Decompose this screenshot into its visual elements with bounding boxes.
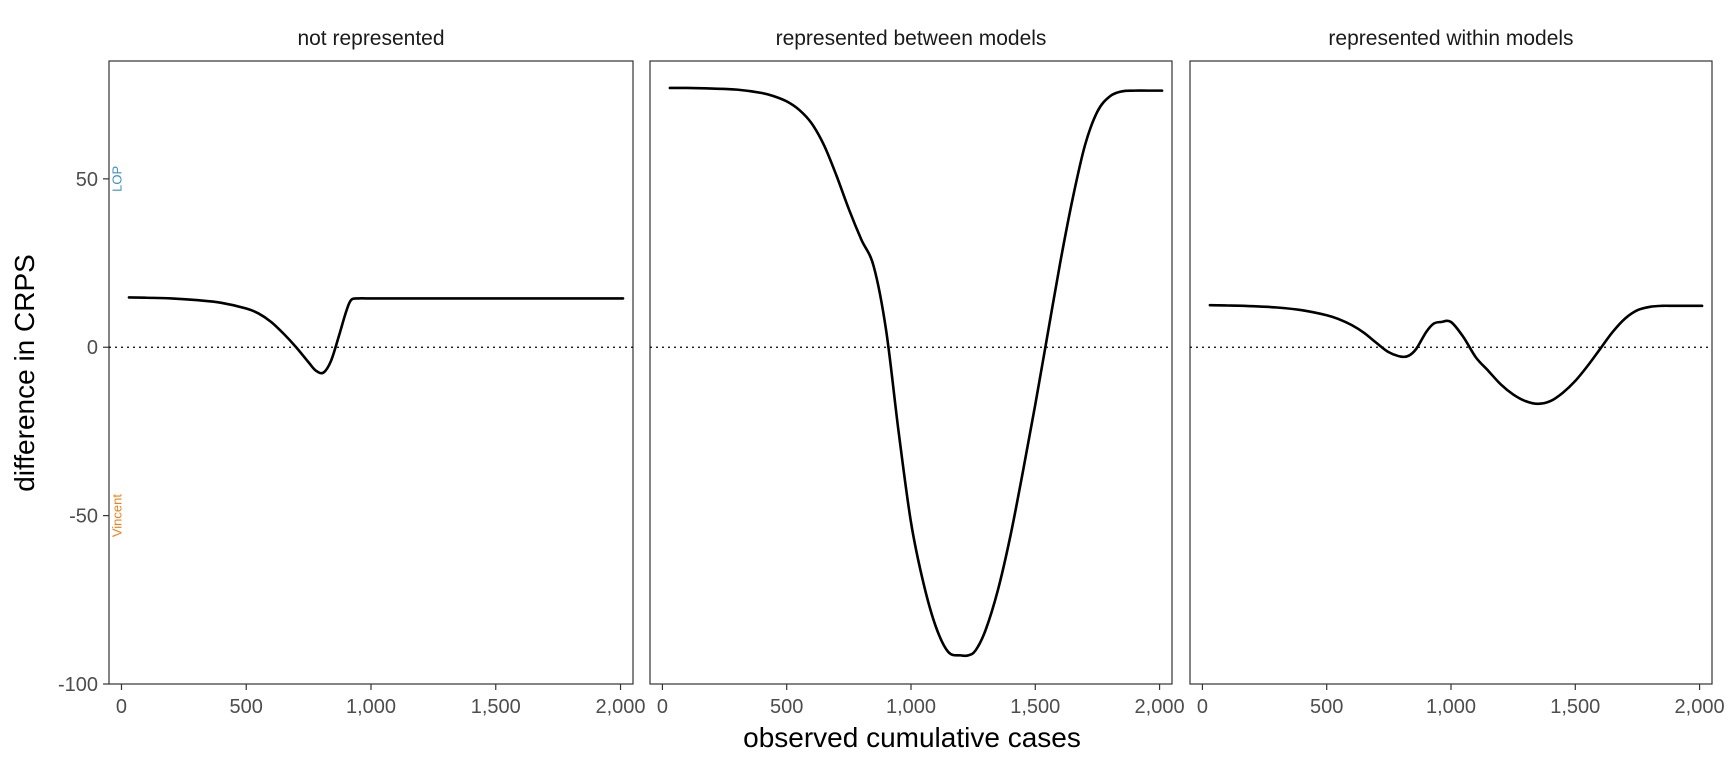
x-tick-label: 1,000 bbox=[1426, 696, 1476, 718]
y-tick-label: 0 bbox=[87, 337, 98, 359]
facet-title: represented within models bbox=[1328, 27, 1573, 50]
facet-title: represented between models bbox=[776, 27, 1047, 50]
x-tick-label: 500 bbox=[770, 696, 803, 718]
y-tick-label: -50 bbox=[69, 506, 98, 528]
x-tick-label: 0 bbox=[116, 696, 127, 718]
x-tick-label: 1,000 bbox=[346, 696, 396, 718]
y-tick-label: 50 bbox=[76, 169, 98, 191]
annotation-vincent: Vincent bbox=[109, 494, 124, 538]
panel-3: represented within models 0 500 1,000 1,500 2… bbox=[1189, 27, 1725, 718]
x-tick-label: 2,000 bbox=[1675, 696, 1725, 718]
x-tick-label: 500 bbox=[230, 696, 263, 718]
x-tick-label: 1,500 bbox=[1550, 696, 1600, 718]
x-tick-label: 1,500 bbox=[1010, 696, 1060, 718]
x-tick-label: 0 bbox=[1197, 696, 1208, 718]
x-tick-label: 0 bbox=[657, 696, 668, 718]
panel-frame bbox=[1189, 60, 1713, 685]
series-line bbox=[127, 296, 625, 375]
x-tick-label: 1,500 bbox=[471, 696, 521, 718]
series-line bbox=[1208, 303, 1704, 406]
x-tick-label: 500 bbox=[1310, 696, 1343, 718]
x-axis-title: observed cumulative cases bbox=[743, 722, 1081, 753]
series-line bbox=[668, 86, 1164, 658]
annotation-lop: LOP bbox=[109, 166, 124, 192]
panel-frame bbox=[108, 60, 634, 685]
facet-title: not represented bbox=[297, 27, 444, 50]
y-axis-title: difference in CRPS bbox=[9, 254, 40, 492]
x-tick-label: 2,000 bbox=[1135, 696, 1185, 718]
x-tick-label: 2,000 bbox=[595, 696, 645, 718]
panel-frame bbox=[649, 60, 1173, 685]
panel-2: represented between models 0 500 1,000 1,500… bbox=[649, 27, 1185, 718]
y-tick-label: -100 bbox=[58, 674, 98, 696]
x-tick-label: 1,000 bbox=[886, 696, 936, 718]
